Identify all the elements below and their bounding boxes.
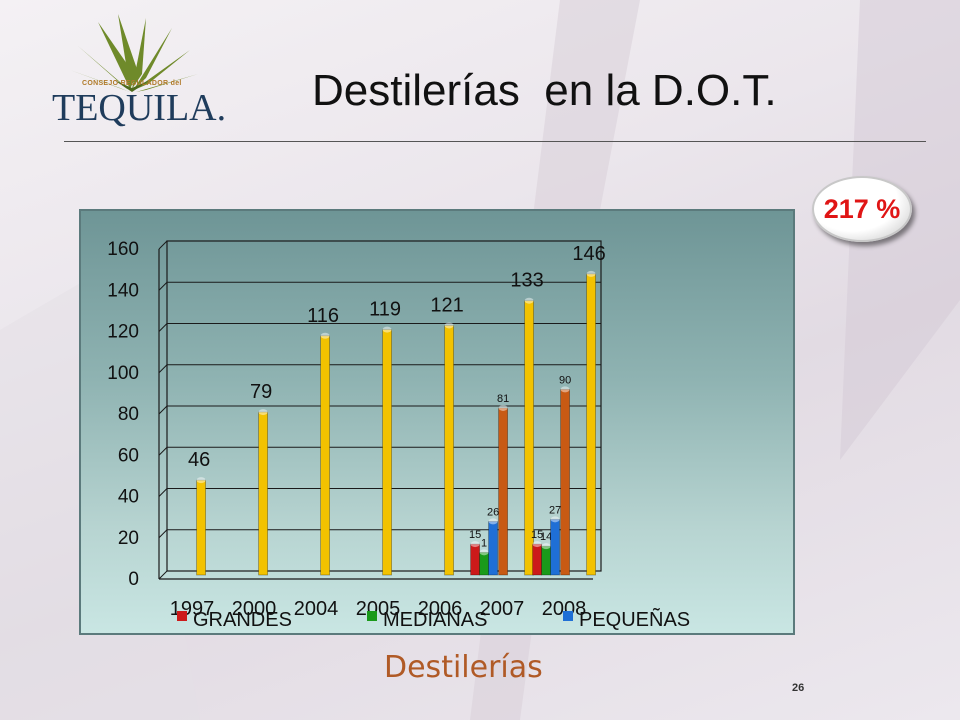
legend-label: GRANDES [193, 609, 292, 631]
bar-pequeñas [550, 516, 561, 576]
grid-line-depth [158, 529, 168, 539]
data-label-small: 15 [469, 529, 481, 541]
y-tick-label: 20 [118, 528, 139, 549]
bar-total [196, 477, 206, 576]
y-tick-label: 40 [118, 487, 139, 508]
data-label-total: 146 [572, 243, 605, 265]
data-label-total: 79 [250, 381, 272, 403]
logo-subtitle: CONSEJO REGULADOR del [82, 80, 182, 87]
data-label-small: 26 [487, 506, 499, 518]
legend-swatch [367, 611, 377, 621]
data-label-small: 1 [481, 537, 487, 549]
y-tick-label: 80 [118, 404, 139, 425]
grid-line-depth [158, 488, 168, 497]
bar-total [444, 322, 455, 576]
bar-total [524, 297, 535, 576]
chart-caption: Destilerías [384, 650, 543, 685]
data-label-total: 133 [510, 270, 543, 292]
bar-grandes [532, 541, 543, 576]
data-label-total: 121 [430, 294, 463, 316]
data-label-small: 90 [559, 374, 571, 386]
data-label-total: 46 [188, 449, 210, 471]
bar-grandes [470, 541, 481, 576]
y-tick-label: 0 [128, 569, 139, 590]
grid-line-depth [158, 405, 168, 415]
x-tick-label: 2008 [542, 598, 587, 620]
grid-line-depth [158, 446, 168, 456]
agave-icon [70, 14, 198, 92]
legend-swatch [177, 611, 187, 621]
data-label-total: 116 [307, 305, 339, 327]
legend-label: PEQUEÑAS [579, 607, 690, 631]
percent-badge-label: 217 % [823, 194, 901, 224]
x-tick-label: 2000 [232, 598, 277, 620]
data-label-small: 15 [531, 529, 543, 541]
grid-line-depth [158, 323, 168, 332]
bar-total [586, 270, 597, 576]
legend-label: MEDIANAS [383, 609, 487, 631]
bar-total [382, 326, 393, 576]
percent-badge: 217 % [812, 176, 912, 242]
bar-extra [498, 404, 509, 576]
grid-line-depth [158, 364, 168, 374]
bar-extra [560, 386, 571, 576]
logo [50, 14, 210, 134]
data-label-total: 119 [369, 299, 401, 321]
y-tick-label: 120 [107, 322, 139, 343]
data-label-small: 27 [549, 504, 561, 516]
x-tick-label: 2007 [480, 598, 525, 620]
bar-total [320, 332, 331, 576]
page-title: Destilerías en la D.O.T. [312, 66, 777, 115]
data-label-small: 81 [497, 393, 509, 405]
data-label-small: 14 [540, 531, 552, 543]
y-tick-label: 60 [118, 445, 139, 466]
title-divider [64, 141, 926, 142]
chart-panel: 0 20 40 60 80 100 120 140 160 1997 46 2000 79 2004 116… [79, 209, 795, 635]
x-tick-label: 2006 [418, 598, 463, 620]
grid-line-depth [158, 281, 168, 291]
grid-line-depth [158, 570, 168, 580]
bar-medianas [541, 543, 552, 576]
y-tick-label: 140 [107, 280, 139, 301]
y-tick-label: 100 [107, 363, 139, 384]
bar-chart: 0204060801001201401601997462000792004116… [107, 239, 690, 631]
x-tick-label: 2004 [294, 598, 339, 620]
bar-total [258, 409, 269, 576]
legend-swatch [563, 611, 573, 621]
page-number: 26 [792, 682, 805, 694]
y-tick-label: 160 [107, 239, 139, 260]
grid-line-depth [158, 240, 168, 250]
bar-pequeñas [488, 518, 499, 576]
x-tick-label: 2005 [356, 598, 401, 620]
logo-wordmark: TEQUILA. [52, 87, 227, 129]
bar-medianas [479, 549, 490, 576]
